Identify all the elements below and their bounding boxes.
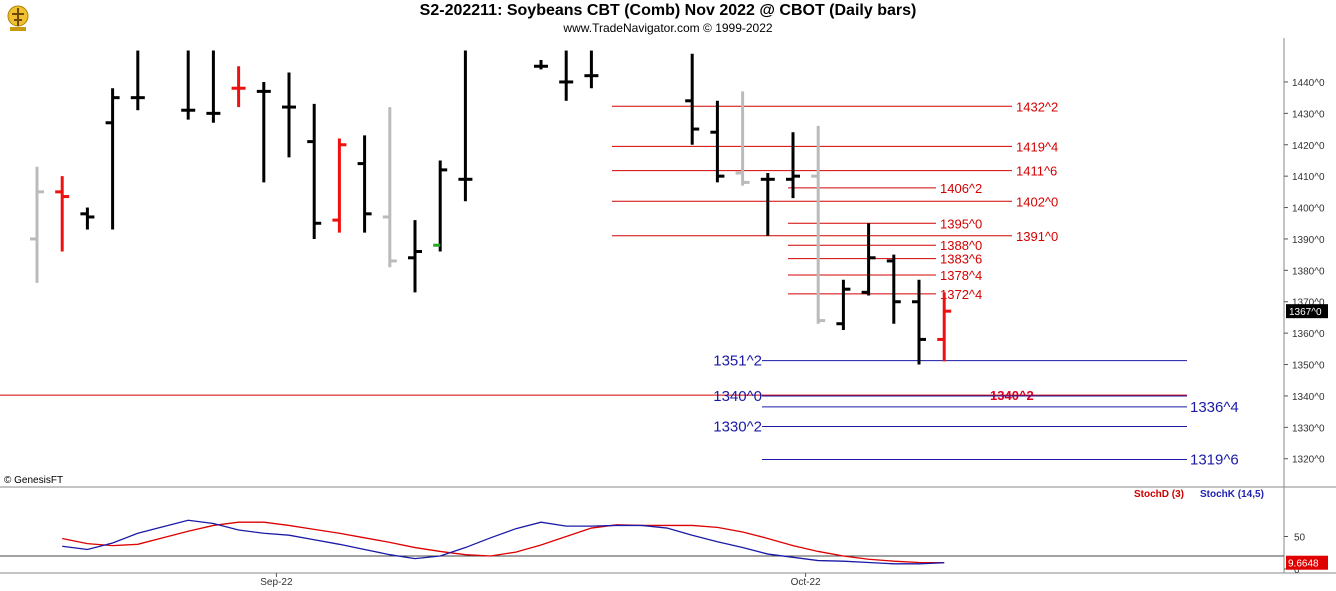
price-level-label: 1432^2	[1016, 99, 1058, 114]
price-tick-label: 1330^0	[1292, 423, 1325, 434]
price-tick-label: 1420^0	[1292, 141, 1325, 152]
title-bar: S2-202211: Soybeans CBT (Comb) Nov 2022 …	[0, 0, 1336, 38]
legend-stochd: StochD (3)	[1134, 489, 1184, 500]
price-level-label: 1419^4	[1016, 139, 1058, 154]
price-tick-label: 1390^0	[1292, 235, 1325, 246]
last-price-badge	[1286, 304, 1328, 319]
last-price-badge-text: 1367^0	[1289, 307, 1322, 318]
data-credit: © GenesisFT	[4, 475, 64, 486]
price-tick-label: 1400^0	[1292, 204, 1325, 215]
price-level-label: 1402^0	[1016, 194, 1058, 209]
price-level-label: 1340^0	[713, 388, 762, 405]
stoch-last-badge-text: 9.6648	[1288, 559, 1319, 570]
price-tick-label: 1340^0	[1292, 392, 1325, 403]
price-level-label: 1383^6	[940, 252, 982, 267]
price-level-label: 1378^4	[940, 268, 982, 283]
chart-title: S2-202211: Soybeans CBT (Comb) Nov 2022 …	[419, 2, 917, 19]
price-tick-label: 1430^0	[1292, 109, 1325, 120]
stoch-series-line	[62, 521, 945, 564]
price-tick-label: 1360^0	[1292, 329, 1325, 340]
price-level-label: 1411^6	[1016, 164, 1057, 179]
price-level-label: 1391^0	[1016, 229, 1058, 244]
price-level-label: 1336^4	[1190, 399, 1239, 416]
stoch-last-badge	[1286, 555, 1328, 570]
stoch-series-line	[62, 519, 945, 565]
date-tick-label: Oct-22	[791, 577, 821, 588]
chart-subtitle: www.TradeNavigator.com © 1999-2022	[563, 21, 773, 35]
trade-navigator-logo-icon	[2, 2, 34, 34]
price-tick-label: 1320^0	[1292, 455, 1325, 466]
stoch-tick-label: 50	[1294, 533, 1306, 544]
legend-stochk: StochK (14,5)	[1200, 489, 1264, 500]
price-tick-label: 1410^0	[1292, 172, 1325, 183]
price-level-label: 1395^0	[940, 216, 982, 231]
price-level-label: 1351^2	[713, 353, 762, 370]
price-tick-label: 1380^0	[1292, 266, 1325, 277]
stoch-tick-label: 0	[1294, 565, 1300, 576]
date-tick-label: Sep-22	[260, 577, 293, 588]
price-level-label: 1372^4	[940, 287, 982, 302]
price-level-label: 1330^2	[713, 419, 762, 436]
price-tick-label: 1440^0	[1292, 78, 1325, 89]
price-level-label: 1388^0	[940, 238, 982, 253]
price-tick-label: 1350^0	[1292, 361, 1325, 372]
price-level-label: 1406^2	[940, 181, 982, 196]
price-tick-label: 1370^0	[1292, 298, 1325, 309]
price-level-label: 1319^6	[1190, 452, 1239, 469]
